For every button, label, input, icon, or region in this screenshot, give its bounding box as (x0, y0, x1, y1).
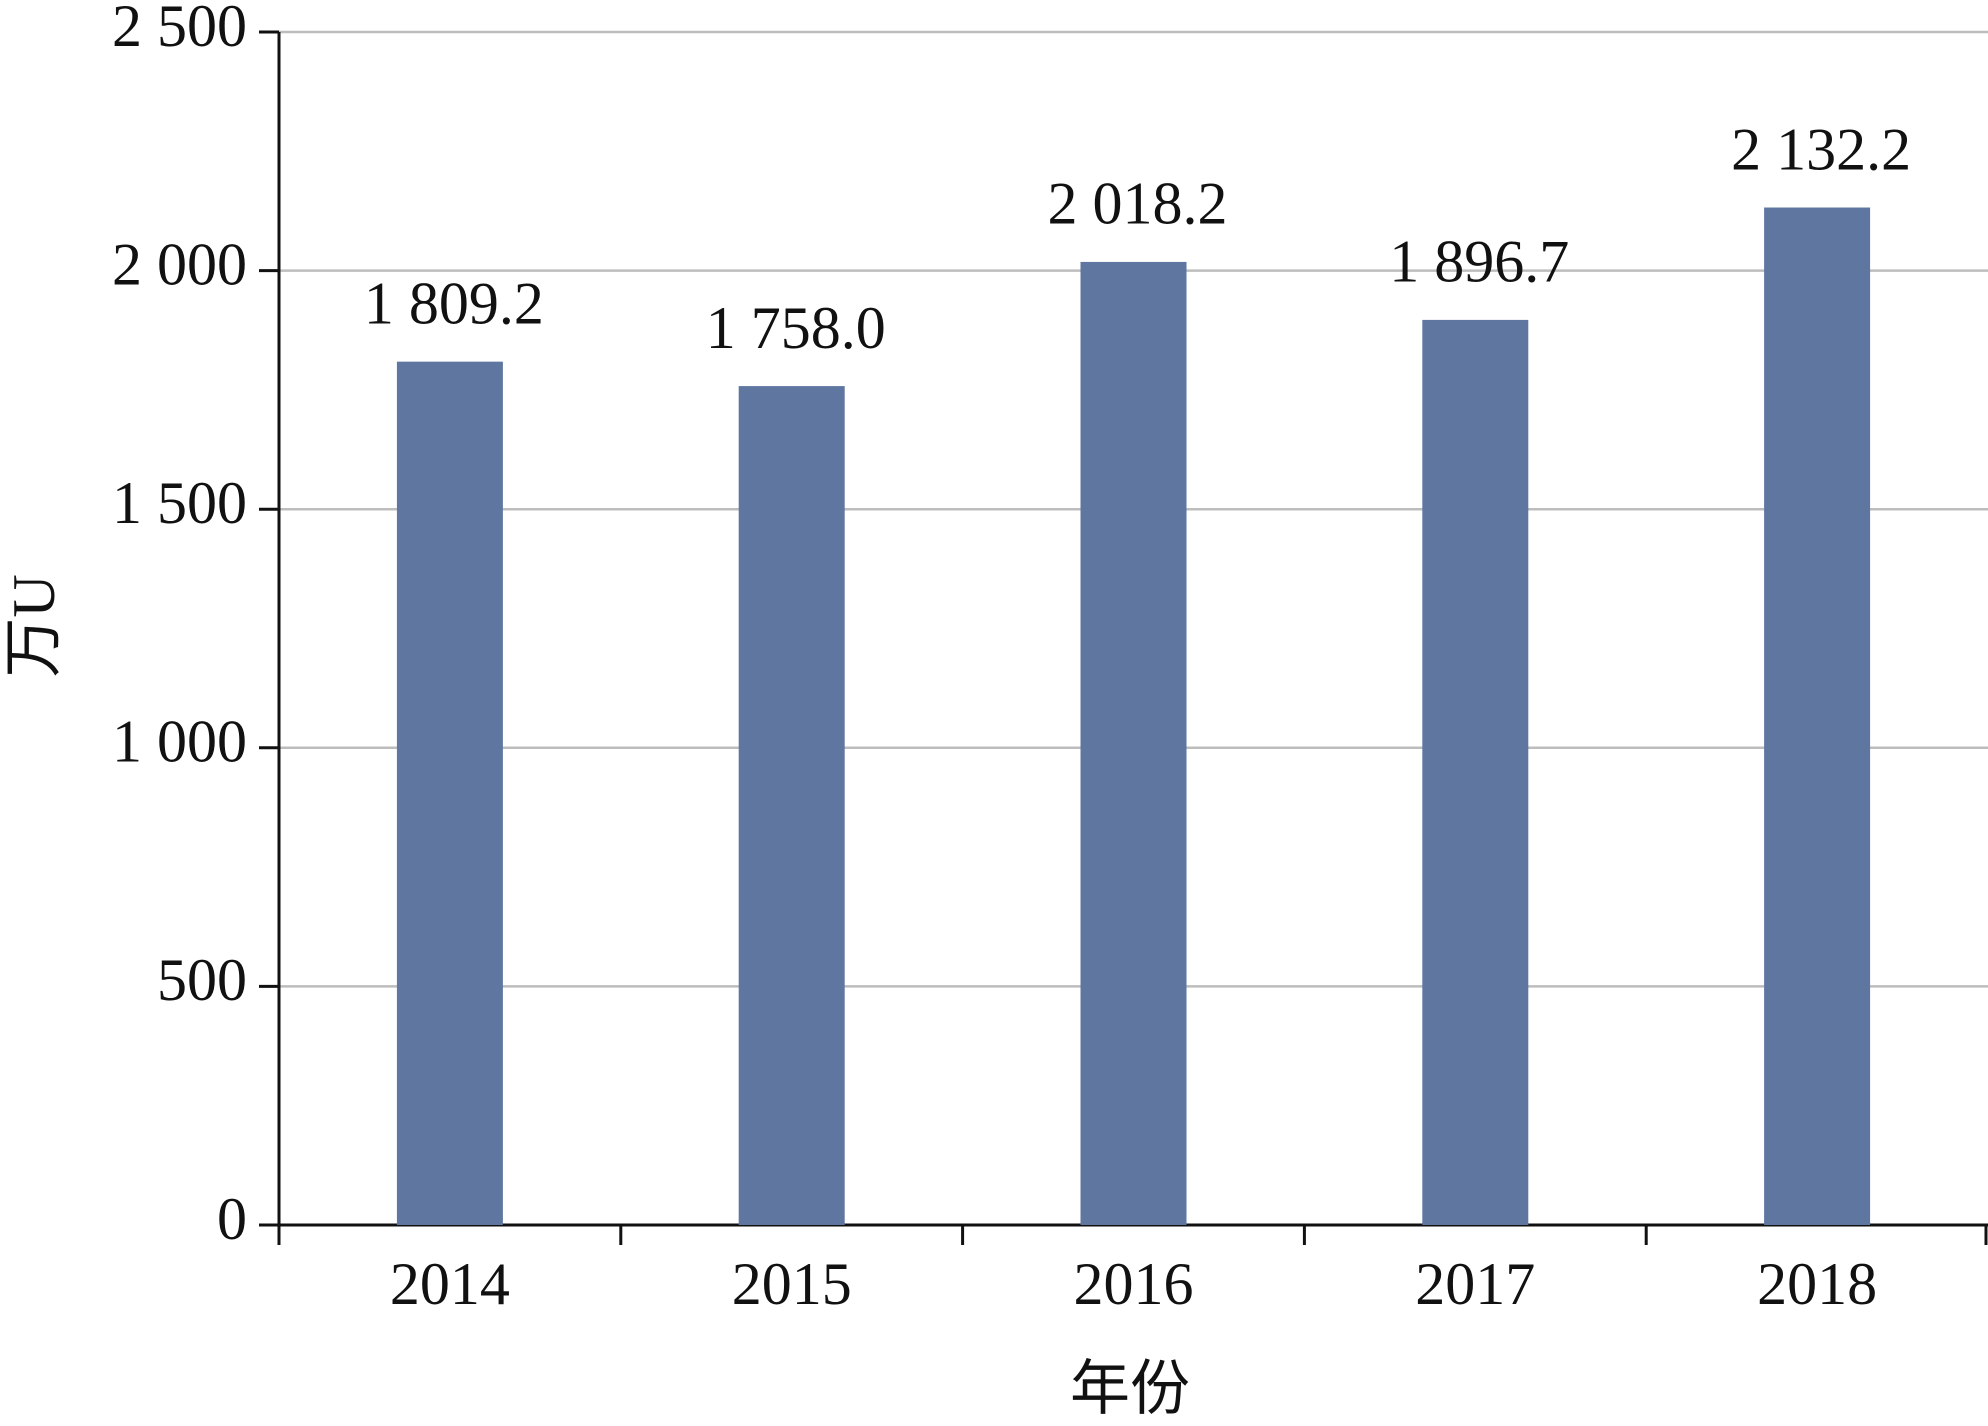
bar (1080, 261, 1187, 1226)
x-tick-label: 2018 (1757, 1251, 1877, 1317)
x-axis-label: 年份 (1070, 1356, 1190, 1422)
bar (1764, 207, 1871, 1225)
data-label: 1 758.0 (706, 295, 886, 361)
bar (1422, 319, 1529, 1225)
x-tick-label: 2014 (390, 1251, 510, 1317)
y-tick-label: 1 000 (112, 709, 247, 775)
y-tick-label: 1 500 (112, 470, 247, 536)
y-tick-label: 2 000 (112, 231, 247, 297)
x-tick-label: 2016 (1074, 1251, 1194, 1317)
data-label: 2 018.2 (1048, 171, 1228, 237)
data-label: 1 809.2 (364, 270, 544, 336)
y-tick-label: 2 500 (112, 0, 247, 59)
y-tick-label: 500 (157, 947, 247, 1013)
data-label: 2 132.2 (1731, 116, 1911, 182)
x-tick-label: 2017 (1415, 1251, 1535, 1317)
y-axis-label: 万U (1, 574, 67, 677)
bar (396, 361, 503, 1225)
x-tick-label: 2015 (732, 1251, 852, 1317)
y-tick-label: 0 (217, 1186, 247, 1252)
data-label: 1 896.7 (1389, 229, 1569, 295)
bar (738, 386, 845, 1225)
